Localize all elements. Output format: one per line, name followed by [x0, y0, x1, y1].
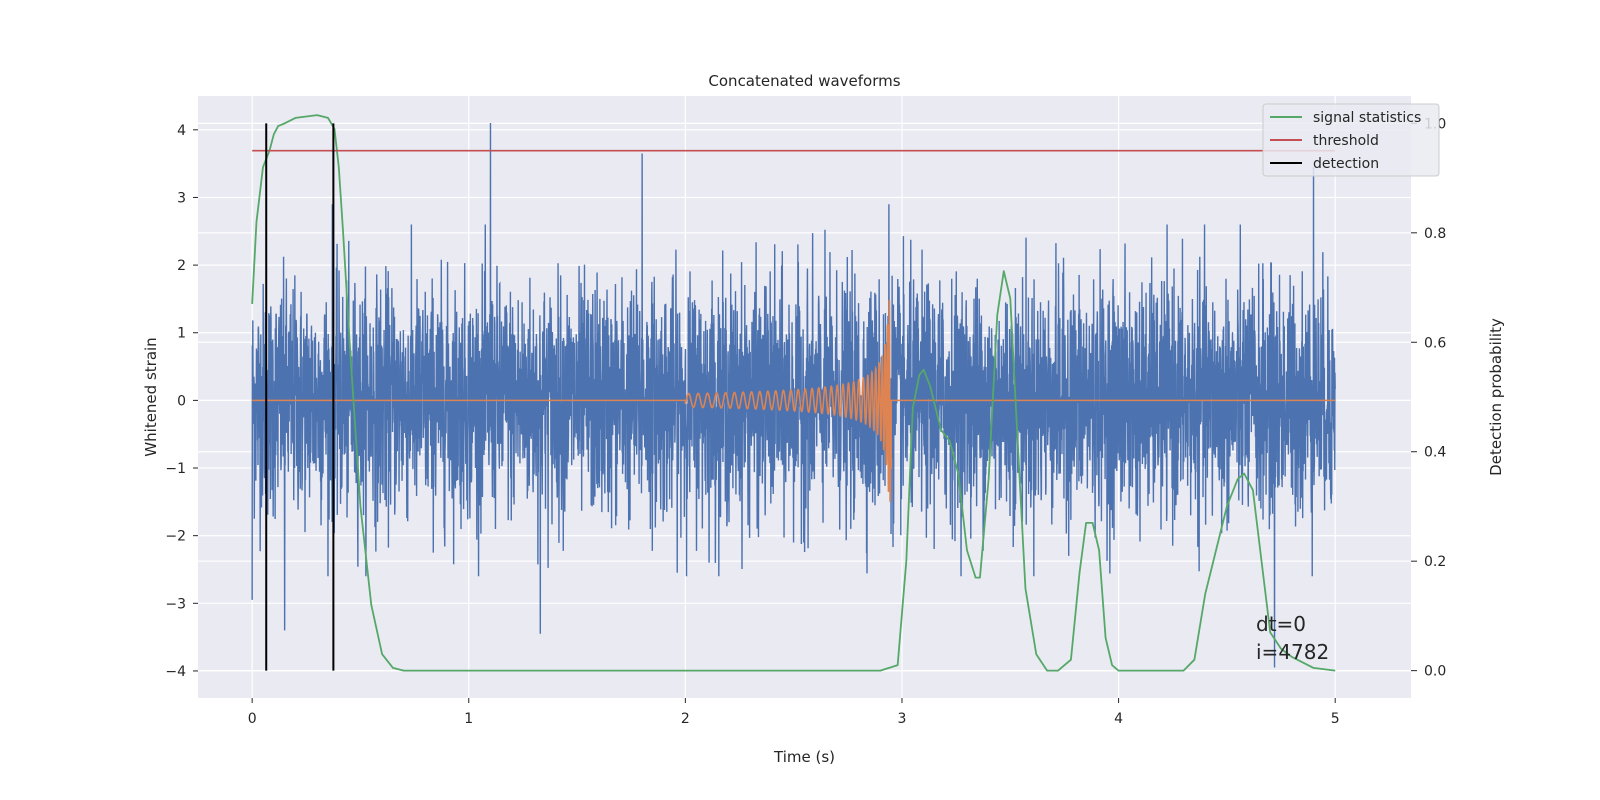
legend-box [1262, 103, 1440, 177]
y-tick-label: −2 [165, 529, 186, 545]
y2-tick-label: 0.0 [1424, 664, 1446, 680]
annotation-dt: dt=0 [1256, 612, 1306, 636]
y2-tick-label: 0.8 [1424, 226, 1446, 242]
legend-label-detection: detection [1313, 156, 1379, 172]
y2-tick-label: 0.4 [1424, 445, 1446, 461]
x-axis-label: Time (s) [773, 748, 835, 766]
x-tick-label: 0 [248, 711, 257, 727]
x-tick-label: 4 [1114, 711, 1123, 727]
y-tick-label: −4 [165, 664, 186, 680]
chart-title: Concatenated waveforms [708, 72, 900, 90]
strain-noise-line [251, 123, 1336, 668]
y-tick-label: −1 [165, 461, 186, 477]
y-tick-label: 3 [177, 190, 186, 206]
x-tick-label: 5 [1331, 711, 1340, 727]
signal-statistics-line [251, 114, 1336, 672]
plot-series [251, 114, 1336, 672]
legend-label-threshold: threshold [1313, 133, 1379, 149]
y-tick-label: 4 [177, 123, 186, 139]
legend: signal statistics threshold detection [1262, 103, 1440, 177]
y-tick-label: −3 [165, 596, 186, 612]
y2-tick-label: 0.6 [1424, 335, 1446, 351]
y-tick-label: 0 [177, 393, 186, 409]
injected-waveform-line [252, 299, 1336, 502]
x-tick-label: 3 [898, 711, 907, 727]
y2-tick-label: 0.2 [1424, 554, 1446, 570]
x-tick-label: 2 [681, 711, 690, 727]
x-tick-label: 1 [464, 711, 473, 727]
legend-label-signal-statistics: signal statistics [1313, 110, 1421, 126]
y-tick-label: 1 [177, 326, 186, 342]
y-axis-label: Whitened strain [142, 337, 160, 456]
annotation-index: i=4782 [1256, 640, 1329, 664]
y-tick-label: 2 [177, 258, 186, 274]
y2-axis-label: Detection probability [1487, 318, 1505, 476]
